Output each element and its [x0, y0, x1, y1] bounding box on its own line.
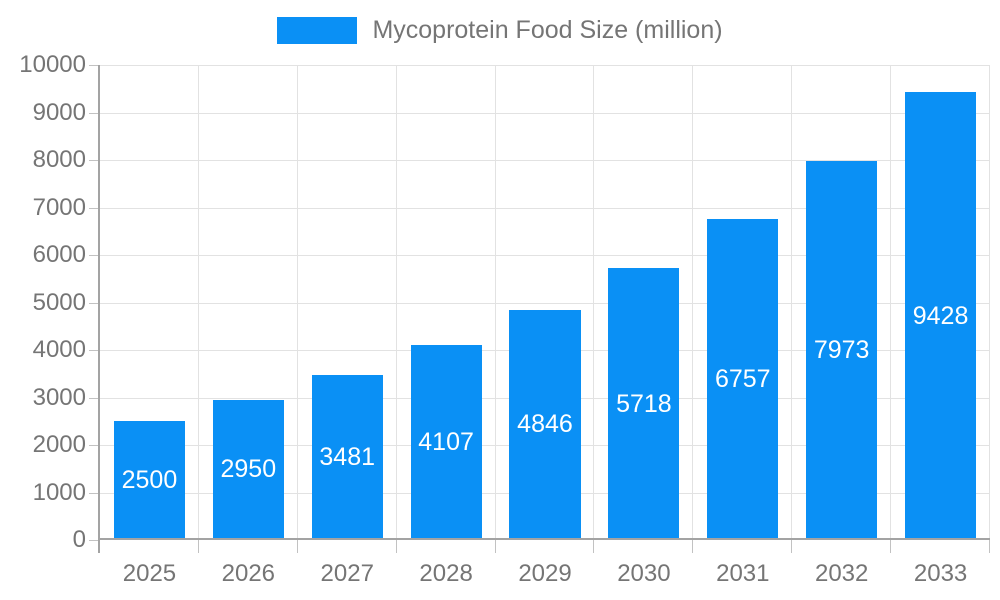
gridline-vertical	[593, 65, 595, 540]
x-axis-line	[100, 538, 990, 540]
x-axis: 2025 2026 2027 2028 2029 2030 2031 2032 2033	[100, 560, 990, 588]
gridline-vertical	[197, 65, 199, 540]
x-axis-tick	[791, 540, 793, 553]
x-axis-label: 2028	[419, 560, 473, 587]
gridline-vertical	[494, 65, 496, 540]
bar[interactable]: 7973	[806, 161, 878, 540]
y-axis: 0 1000 2000 3000 4000 5000 6000 7000 8000 9000 100…	[0, 51, 86, 553]
x-axis-label: 2031	[716, 560, 770, 587]
gridline-horizontal	[100, 207, 990, 209]
bar[interactable]: 6757	[707, 219, 779, 540]
bar[interactable]: 4107	[410, 344, 482, 540]
y-axis-label: 5000	[32, 288, 86, 316]
legend-label: Mycoprotein Food Size (million)	[372, 15, 723, 44]
bar[interactable]: 9428	[904, 92, 977, 540]
gridline-vertical	[296, 65, 298, 540]
y-axis-label: 9000	[32, 98, 86, 126]
y-axis-tick	[89, 207, 100, 209]
gridline-vertical	[791, 65, 793, 540]
y-axis-label: 2000	[32, 431, 86, 458]
x-axis-tick	[296, 540, 298, 553]
bar-value-label: 2950	[220, 455, 277, 484]
y-axis-tick	[89, 160, 100, 161]
x-axis-tick	[395, 540, 397, 553]
legend-swatch-icon	[277, 16, 358, 44]
plot-area: 2500 2950 3481 4107 4846 5718 6757 7973 9428	[89, 65, 990, 553]
x-axis-tick	[494, 540, 496, 553]
y-axis-label: 6000	[32, 241, 86, 268]
bar[interactable]: 2950	[212, 399, 284, 540]
x-axis-tick	[197, 540, 199, 553]
gridline-vertical	[890, 65, 892, 540]
bar[interactable]: 4846	[509, 309, 581, 540]
gridline-horizontal	[100, 112, 990, 114]
bar-value-label: 9428	[912, 301, 969, 330]
y-axis-label: 4000	[32, 336, 86, 363]
y-axis-tick	[89, 112, 100, 114]
x-axis-tick	[890, 540, 892, 553]
bar-value-label: 6757	[714, 365, 771, 394]
x-axis-label: 2030	[617, 560, 671, 587]
y-axis-label: 0	[72, 526, 86, 553]
x-axis-label: 2032	[814, 560, 869, 587]
y-axis-tick	[89, 65, 100, 66]
x-axis-label: 2033	[913, 560, 968, 587]
x-axis-label: 2026	[221, 560, 276, 587]
y-axis-tick	[89, 492, 100, 494]
y-axis-label: 7000	[32, 193, 86, 221]
bar[interactable]: 3481	[311, 374, 383, 540]
y-axis-tick	[89, 255, 100, 256]
bar-value-label: 7973	[813, 336, 870, 365]
y-axis-label: 8000	[32, 146, 86, 173]
y-axis-tick	[89, 350, 100, 351]
y-axis-tick	[89, 302, 100, 304]
gridline-vertical	[692, 65, 694, 540]
y-axis-line	[98, 65, 100, 553]
y-axis-tick	[89, 445, 100, 446]
gridline-horizontal	[100, 255, 990, 256]
x-axis-tick	[692, 540, 694, 553]
legend[interactable]: Mycoprotein Food Size (million)	[0, 15, 1000, 45]
y-axis-label: 10000	[19, 51, 86, 78]
x-axis-label: 2029	[518, 560, 572, 587]
gridline-horizontal	[100, 160, 990, 161]
gridline-vertical	[395, 65, 397, 540]
bar[interactable]: 5718	[608, 268, 680, 540]
bar-value-label: 3481	[319, 442, 376, 471]
x-axis-label: 2025	[122, 560, 177, 587]
bar-value-label: 2500	[121, 466, 178, 495]
y-axis-tick	[89, 540, 100, 541]
x-axis-tick	[989, 540, 990, 553]
bar-value-label: 4846	[517, 410, 573, 439]
bar-value-label: 5718	[616, 389, 672, 418]
bar-value-label: 4107	[418, 427, 474, 456]
y-axis-label: 1000	[32, 478, 86, 506]
x-axis-label: 2027	[320, 560, 374, 587]
gridline-horizontal	[100, 302, 990, 304]
y-axis-tick	[89, 397, 100, 399]
y-axis-label: 3000	[32, 383, 86, 411]
bar[interactable]: 2500	[113, 421, 186, 540]
gridline-vertical	[989, 65, 990, 540]
x-axis-tick	[593, 540, 595, 553]
gridline-horizontal	[100, 65, 990, 66]
